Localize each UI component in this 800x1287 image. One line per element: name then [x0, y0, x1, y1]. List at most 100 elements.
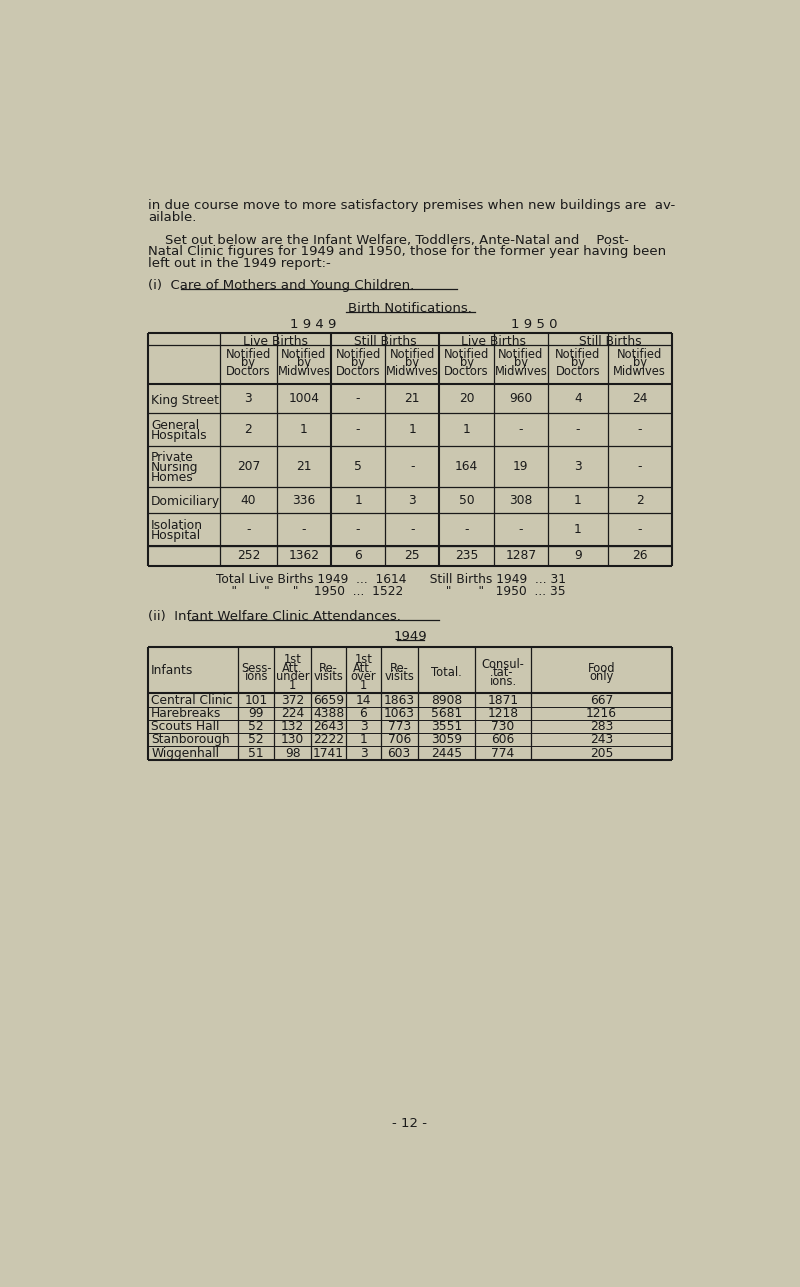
Text: 98: 98 — [285, 746, 301, 759]
Text: 1004: 1004 — [288, 393, 319, 405]
Text: -: - — [638, 459, 642, 472]
Text: tat-: tat- — [493, 667, 514, 680]
Text: 1st: 1st — [354, 654, 373, 667]
Text: 706: 706 — [387, 734, 410, 746]
Text: 1 9 5 0: 1 9 5 0 — [510, 318, 558, 332]
Text: 8908: 8908 — [430, 694, 462, 707]
Text: 52: 52 — [248, 734, 264, 746]
Text: 14: 14 — [356, 694, 371, 707]
Text: 40: 40 — [241, 494, 256, 507]
Text: 336: 336 — [292, 494, 315, 507]
Text: 3551: 3551 — [430, 719, 462, 734]
Text: under: under — [276, 671, 310, 683]
Text: Notified: Notified — [335, 347, 381, 360]
Text: 205: 205 — [590, 746, 613, 759]
Text: 2445: 2445 — [431, 746, 462, 759]
Text: by: by — [351, 356, 365, 369]
Text: Hospital: Hospital — [151, 529, 202, 542]
Text: 3: 3 — [360, 746, 367, 759]
Text: in due course move to more satisfactory premises when new buildings are  av-: in due course move to more satisfactory … — [148, 199, 675, 212]
Text: 1949: 1949 — [393, 631, 427, 644]
Text: 252: 252 — [237, 550, 260, 562]
Text: 24: 24 — [632, 393, 647, 405]
Text: left out in the 1949 report:-: left out in the 1949 report:- — [148, 257, 331, 270]
Text: 603: 603 — [387, 746, 410, 759]
Text: -: - — [518, 523, 523, 535]
Text: 132: 132 — [281, 719, 304, 734]
Text: 1741: 1741 — [313, 746, 344, 759]
Text: 960: 960 — [510, 393, 533, 405]
Text: 235: 235 — [455, 550, 478, 562]
Text: 243: 243 — [590, 734, 613, 746]
Text: 3: 3 — [245, 393, 252, 405]
Text: 99: 99 — [249, 707, 264, 719]
Text: Notified: Notified — [555, 347, 601, 360]
Text: 130: 130 — [281, 734, 304, 746]
Text: 164: 164 — [455, 459, 478, 472]
Text: 6: 6 — [360, 707, 367, 719]
Text: only: only — [590, 671, 614, 683]
Text: 1: 1 — [300, 423, 308, 436]
Text: 224: 224 — [281, 707, 304, 719]
Text: 1871: 1871 — [487, 694, 518, 707]
Text: Set out below are the Infant Welfare, Toddlers, Ante-Natal and    Post-: Set out below are the Infant Welfare, To… — [148, 234, 629, 247]
Text: - 12 -: - 12 - — [393, 1117, 427, 1130]
Text: 5: 5 — [354, 459, 362, 472]
Text: Stanborough: Stanborough — [151, 734, 230, 746]
Text: 20: 20 — [459, 393, 474, 405]
Text: Re-: Re- — [390, 662, 409, 674]
Text: by: by — [633, 356, 646, 369]
Text: 25: 25 — [405, 550, 420, 562]
Text: 1: 1 — [354, 494, 362, 507]
Text: Birth Notifications.: Birth Notifications. — [348, 302, 472, 315]
Text: 6: 6 — [354, 550, 362, 562]
Text: 1: 1 — [574, 523, 582, 535]
Text: 283: 283 — [590, 719, 613, 734]
Text: ions.: ions. — [490, 674, 517, 687]
Text: 1063: 1063 — [384, 707, 414, 719]
Text: visits: visits — [314, 671, 343, 683]
Text: 21: 21 — [296, 459, 311, 472]
Text: 2: 2 — [245, 423, 252, 436]
Text: -: - — [302, 523, 306, 535]
Text: Harebreaks: Harebreaks — [151, 707, 222, 719]
Text: -: - — [356, 523, 360, 535]
Text: 1: 1 — [360, 734, 367, 746]
Text: 2643: 2643 — [313, 719, 344, 734]
Text: 3: 3 — [409, 494, 416, 507]
Text: Wiggenhall: Wiggenhall — [151, 746, 219, 759]
Text: 606: 606 — [491, 734, 514, 746]
Text: 6659: 6659 — [313, 694, 344, 707]
Text: -: - — [356, 423, 360, 436]
Text: Nursing: Nursing — [151, 461, 198, 475]
Text: 50: 50 — [458, 494, 474, 507]
Text: 1: 1 — [462, 423, 470, 436]
Text: by: by — [459, 356, 474, 369]
Text: Notified: Notified — [390, 347, 435, 360]
Text: Total.: Total. — [431, 667, 462, 680]
Text: 774: 774 — [491, 746, 514, 759]
Text: 21: 21 — [405, 393, 420, 405]
Text: Food: Food — [588, 662, 615, 674]
Text: -: - — [246, 523, 250, 535]
Text: Still Births: Still Births — [354, 335, 417, 347]
Text: -: - — [356, 393, 360, 405]
Text: Consul-: Consul- — [482, 658, 525, 671]
Text: 5681: 5681 — [430, 707, 462, 719]
Text: 4: 4 — [574, 393, 582, 405]
Text: Doctors: Doctors — [336, 364, 380, 377]
Text: Notified: Notified — [226, 347, 271, 360]
Text: Scouts Hall: Scouts Hall — [151, 719, 219, 734]
Text: -: - — [410, 459, 414, 472]
Text: Notified: Notified — [498, 347, 543, 360]
Text: Midwives: Midwives — [386, 364, 438, 377]
Text: by: by — [570, 356, 585, 369]
Text: 1st: 1st — [284, 654, 302, 667]
Text: Still Births: Still Births — [578, 335, 642, 347]
Text: Live Births: Live Births — [243, 335, 308, 347]
Text: -: - — [518, 423, 523, 436]
Text: 308: 308 — [509, 494, 533, 507]
Text: 1362: 1362 — [288, 550, 319, 562]
Text: by: by — [242, 356, 255, 369]
Text: 1 9 4 9: 1 9 4 9 — [290, 318, 336, 332]
